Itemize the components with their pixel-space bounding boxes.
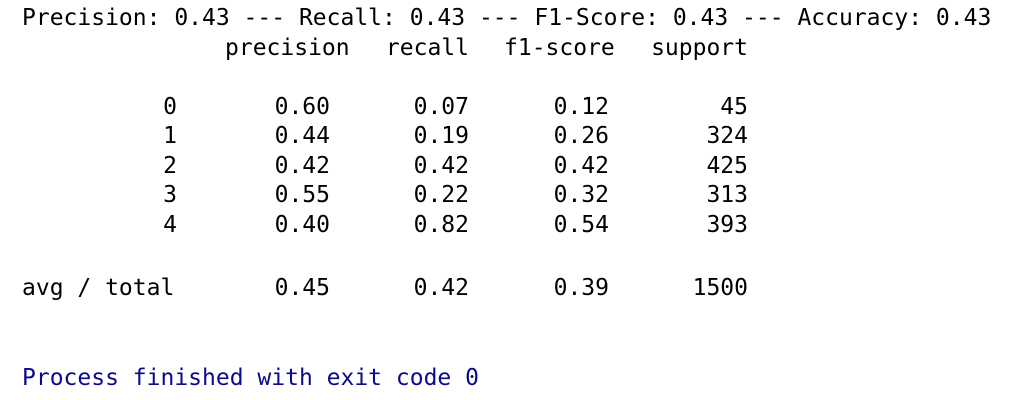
row-precision: 0.42	[274, 153, 330, 179]
row-f1-score: 0.54	[553, 212, 609, 238]
row-precision: 0.55	[274, 182, 330, 208]
row-precision: 0.44	[274, 123, 330, 149]
total-f1-score: 0.39	[553, 275, 609, 301]
process-exit-message: Process finished with exit code 0	[22, 365, 479, 391]
row-precision: 0.40	[274, 212, 330, 238]
header-precision: precision	[225, 35, 350, 61]
row-recall: 0.82	[413, 212, 469, 238]
row-label: 0	[163, 94, 177, 120]
row-support: 324	[706, 123, 748, 149]
header-recall: recall	[385, 35, 469, 61]
header-support: support	[651, 35, 748, 61]
row-recall: 0.07	[413, 94, 469, 120]
metrics-summary-line: Precision: 0.43 --- Recall: 0.43 --- F1-…	[22, 5, 992, 31]
row-precision: 0.60	[274, 94, 330, 120]
total-precision: 0.45	[274, 275, 330, 301]
row-recall: 0.19	[413, 123, 469, 149]
header-f1-score: f1-score	[504, 35, 615, 61]
row-label: 1	[163, 123, 177, 149]
row-support: 425	[706, 153, 748, 179]
total-recall: 0.42	[413, 275, 469, 301]
row-label: 3	[163, 182, 177, 208]
row-support: 313	[706, 182, 748, 208]
row-f1-score: 0.42	[553, 153, 609, 179]
total-support: 1500	[692, 275, 748, 301]
row-support: 45	[720, 94, 748, 120]
total-label: avg / total	[22, 275, 175, 301]
row-recall: 0.22	[413, 182, 469, 208]
row-label: 4	[163, 212, 177, 238]
row-f1-score: 0.26	[553, 123, 609, 149]
row-f1-score: 0.32	[553, 182, 609, 208]
row-label: 2	[163, 153, 177, 179]
row-f1-score: 0.12	[553, 94, 609, 120]
row-support: 393	[706, 212, 748, 238]
row-recall: 0.42	[413, 153, 469, 179]
